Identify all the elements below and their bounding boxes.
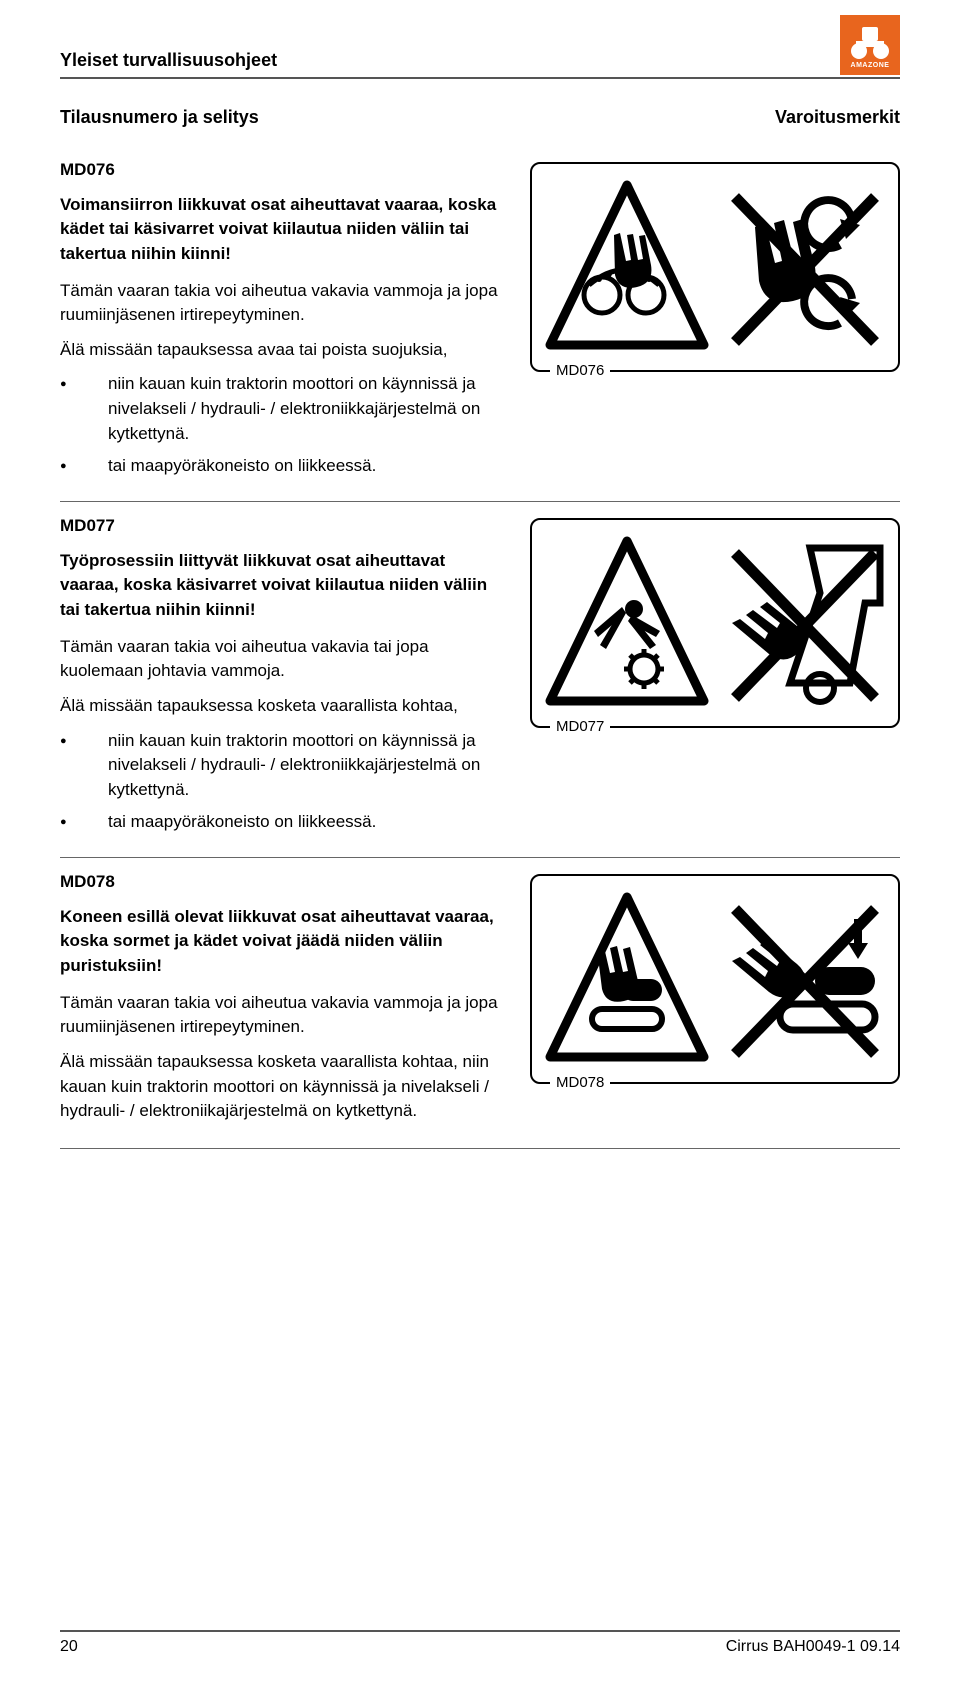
entry-para: Tämän vaaran takia voi aiheutua vakavia …: [60, 991, 506, 1040]
warning-entry: MD078 Koneen esillä olevat liikkuvat osa…: [60, 858, 900, 1149]
entry-code: MD077: [60, 514, 506, 539]
warning-sign: MD077: [530, 514, 900, 843]
warning-triangle-icon: [542, 533, 712, 713]
bullet-item: ●niin kauan kuin traktorin moottori on k…: [60, 729, 506, 803]
entry-text: MD078 Koneen esillä olevat liikkuvat osa…: [60, 870, 506, 1134]
column-headers: Tilausnumero ja selitys Varoitusmerkit: [60, 107, 900, 128]
warning-sign: MD076: [530, 158, 900, 487]
header-rule: [60, 77, 900, 79]
entry-bold: Voimansiirron liikkuvat osat aiheuttavat…: [60, 193, 506, 267]
prohibition-icon: [720, 533, 890, 713]
bullet-text: tai maapyöräkoneisto on liikkeessä.: [108, 454, 506, 479]
entry-code: MD076: [60, 158, 506, 183]
warning-entry: MD076 Voimansiirron liikkuvat osat aiheu…: [60, 146, 900, 502]
prohibition-icon: [720, 889, 890, 1069]
entry-para: Älä missään tapauksessa avaa tai poista …: [60, 338, 506, 363]
bullet-item: ●tai maapyöräkoneisto on liikkeessä.: [60, 810, 506, 835]
prohibition-icon: [720, 177, 890, 357]
brand-logo: AMAZONE: [840, 15, 900, 75]
bullet-text: tai maapyöräkoneisto on liikkeessä.: [108, 810, 506, 835]
entry-para: Älä missään tapauksessa kosketa vaaralli…: [60, 694, 506, 719]
entry-para: Älä missään tapauksessa kosketa vaaralli…: [60, 1050, 506, 1124]
page-footer: 20 Cirrus BAH0049-1 09.14: [60, 1630, 900, 1656]
warning-triangle-icon: [542, 889, 712, 1069]
entry-text: MD076 Voimansiirron liikkuvat osat aiheu…: [60, 158, 506, 487]
page-number: 20: [60, 1638, 78, 1656]
col-left-title: Tilausnumero ja selitys: [60, 107, 259, 128]
entry-text: MD077 Työprosessiin liittyvät liikkuvat …: [60, 514, 506, 843]
page-header: Yleiset turvallisuusohjeet: [60, 50, 900, 77]
warning-sign: MD078: [530, 870, 900, 1134]
bullet-item: ●niin kauan kuin traktorin moottori on k…: [60, 372, 506, 446]
doc-id: Cirrus BAH0049-1 09.14: [726, 1638, 900, 1656]
warning-triangle-icon: [542, 177, 712, 357]
warning-entry: MD077 Työprosessiin liittyvät liikkuvat …: [60, 502, 900, 858]
bullet-text: niin kauan kuin traktorin moottori on kä…: [108, 372, 506, 446]
entry-code: MD078: [60, 870, 506, 895]
bullet-item: ●tai maapyöräkoneisto on liikkeessä.: [60, 454, 506, 479]
col-right-title: Varoitusmerkit: [775, 107, 900, 128]
entry-bold: Koneen esillä olevat liikkuvat osat aihe…: [60, 905, 506, 979]
sign-tag: MD077: [550, 718, 610, 735]
sign-tag: MD076: [550, 362, 610, 379]
entry-bold: Työprosessiin liittyvät liikkuvat osat a…: [60, 549, 506, 623]
sign-tag: MD078: [550, 1074, 610, 1091]
entry-para: Tämän vaaran takia voi aiheutua vakavia …: [60, 279, 506, 328]
brand-label: AMAZONE: [851, 62, 890, 69]
entry-para: Tämän vaaran takia voi aiheutua vakavia …: [60, 635, 506, 684]
bullet-text: niin kauan kuin traktorin moottori on kä…: [108, 729, 506, 803]
